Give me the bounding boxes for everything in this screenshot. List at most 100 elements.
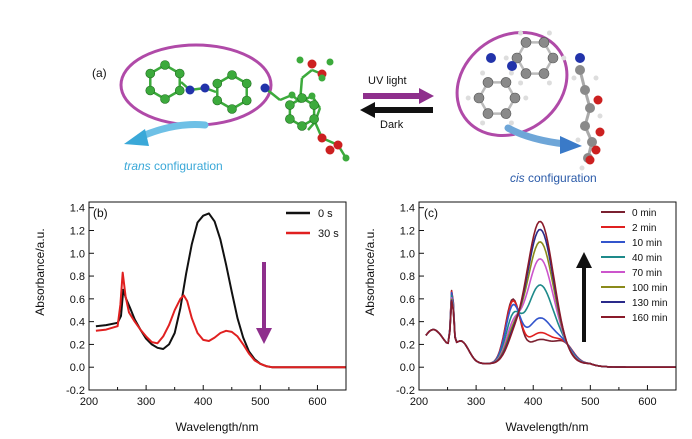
y-tick-label: 1.0	[400, 248, 415, 260]
trans-molecule	[145, 56, 350, 162]
x-tick-label: 500	[581, 396, 599, 408]
atom	[174, 85, 185, 96]
hydrogen-atom	[480, 120, 486, 126]
panel-b-label: (b)	[93, 206, 108, 220]
atom	[227, 104, 237, 114]
oxygen-atom	[333, 140, 343, 150]
y-tick-label: 0.0	[400, 362, 415, 374]
chart-panel-b: Absorbance/a.u. Wavelength/nm (b) 200 300…	[33, 201, 347, 434]
legend-label: 100 min	[632, 283, 668, 294]
oxygen-atom	[591, 145, 601, 155]
decrease-arrow-b	[256, 262, 272, 344]
atom	[160, 60, 170, 70]
y-tick-label: 0.2	[70, 339, 85, 351]
hydrogen-atom	[561, 55, 567, 61]
x-tick-label: 600	[638, 396, 656, 408]
ylabel-b: Absorbance/a.u.	[33, 228, 47, 315]
cis-highlight-ellipse	[455, 30, 569, 138]
x-tick-label: 200	[410, 396, 428, 408]
legend-c: 0 min 2 min 10 min 40 min 70 min 100 min 130 m…	[601, 208, 668, 324]
atom	[288, 91, 296, 99]
atom	[520, 37, 532, 48]
oxygen-atom	[307, 59, 317, 69]
uv-light-label: UV light	[368, 75, 407, 87]
nitrogen-atom	[260, 83, 270, 93]
x-tick-label: 600	[308, 396, 326, 408]
cis-molecule	[465, 30, 605, 171]
atom	[538, 37, 550, 48]
hydrogen-atom	[480, 70, 486, 76]
atom	[580, 85, 590, 95]
series-b	[95, 212, 346, 369]
hydrogen-atom	[575, 137, 581, 143]
atom	[318, 74, 326, 82]
atom	[547, 52, 559, 64]
hydrogen-atom	[508, 120, 514, 126]
oxygen-atom	[325, 145, 335, 155]
legend-b: 0 s 30 s	[286, 208, 339, 240]
legend-label: 130 min	[632, 298, 668, 309]
nitrogen-atom	[507, 61, 517, 71]
atom	[473, 92, 485, 104]
atom	[241, 95, 252, 106]
oxygen-atom	[595, 127, 605, 137]
hydrogen-atom	[523, 95, 529, 101]
atom	[285, 100, 295, 110]
atom	[145, 68, 156, 79]
atom	[241, 78, 252, 89]
atom	[580, 121, 590, 131]
y-tick-label: 0.8	[70, 271, 85, 283]
atom	[285, 114, 295, 124]
oxygen-atom	[585, 155, 595, 165]
y-tick-label: 0.4	[70, 317, 85, 329]
y-tick-label: 0.6	[400, 294, 415, 306]
hydrogen-atom	[593, 75, 599, 81]
series-line-0-s	[95, 212, 346, 369]
uv-light-arrow	[363, 88, 434, 104]
atom	[342, 154, 350, 162]
atom	[520, 68, 532, 79]
atom	[297, 93, 307, 103]
legend-label: 160 min	[632, 313, 668, 324]
y-tick-label: 0.8	[400, 271, 415, 283]
x-tick-label: 500	[251, 396, 269, 408]
legend-label: 2 min	[632, 223, 656, 234]
atom	[297, 121, 307, 131]
atom	[309, 100, 319, 110]
atom	[326, 58, 334, 66]
y-tick-label: 0.2	[400, 339, 415, 351]
atom	[585, 103, 595, 113]
atom	[587, 137, 597, 147]
y-tick-label: 1.4	[400, 203, 415, 215]
ylabel-c: Absorbance/a.u.	[363, 228, 377, 315]
y-tick-label: -0.2	[66, 385, 85, 397]
y-tick-label: 0.4	[400, 317, 415, 329]
y-tick-label: 1.2	[400, 225, 415, 237]
atom	[500, 77, 512, 88]
legend-label: 10 min	[632, 238, 662, 249]
y-tick-label: 1.2	[70, 225, 85, 237]
xlabel-b: Wavelength/nm	[176, 420, 259, 434]
atom	[538, 68, 550, 79]
x-tick-label: 400	[194, 396, 212, 408]
atom	[509, 92, 521, 104]
ticks-b: 200 300 400 500 600 -0.2 0.0 0.2 0.4 0.6 0.8 1.0 1.2…	[66, 203, 327, 408]
y-tick-label: 1.4	[70, 203, 85, 215]
oxygen-atom	[317, 133, 327, 143]
legend-label: 30 s	[318, 228, 339, 240]
dark-label: Dark	[380, 119, 404, 131]
atom	[309, 114, 319, 124]
legend-label: 70 min	[632, 268, 662, 279]
series-c	[425, 220, 676, 368]
xlabel-c: Wavelength/nm	[506, 420, 589, 434]
y-tick-label: 1.0	[70, 248, 85, 260]
panel-a-label: (a)	[92, 66, 107, 80]
hydrogen-atom	[579, 165, 585, 171]
cis-configuration-label: cis configuration	[510, 171, 597, 185]
plot-frame-b	[88, 201, 347, 391]
y-tick-label: -0.2	[396, 385, 415, 397]
series-line-160-min	[425, 220, 676, 368]
trans-configuration-label: trans configuration	[124, 159, 223, 173]
hydrogen-atom	[546, 30, 552, 36]
trans-curved-arrow	[124, 121, 209, 146]
